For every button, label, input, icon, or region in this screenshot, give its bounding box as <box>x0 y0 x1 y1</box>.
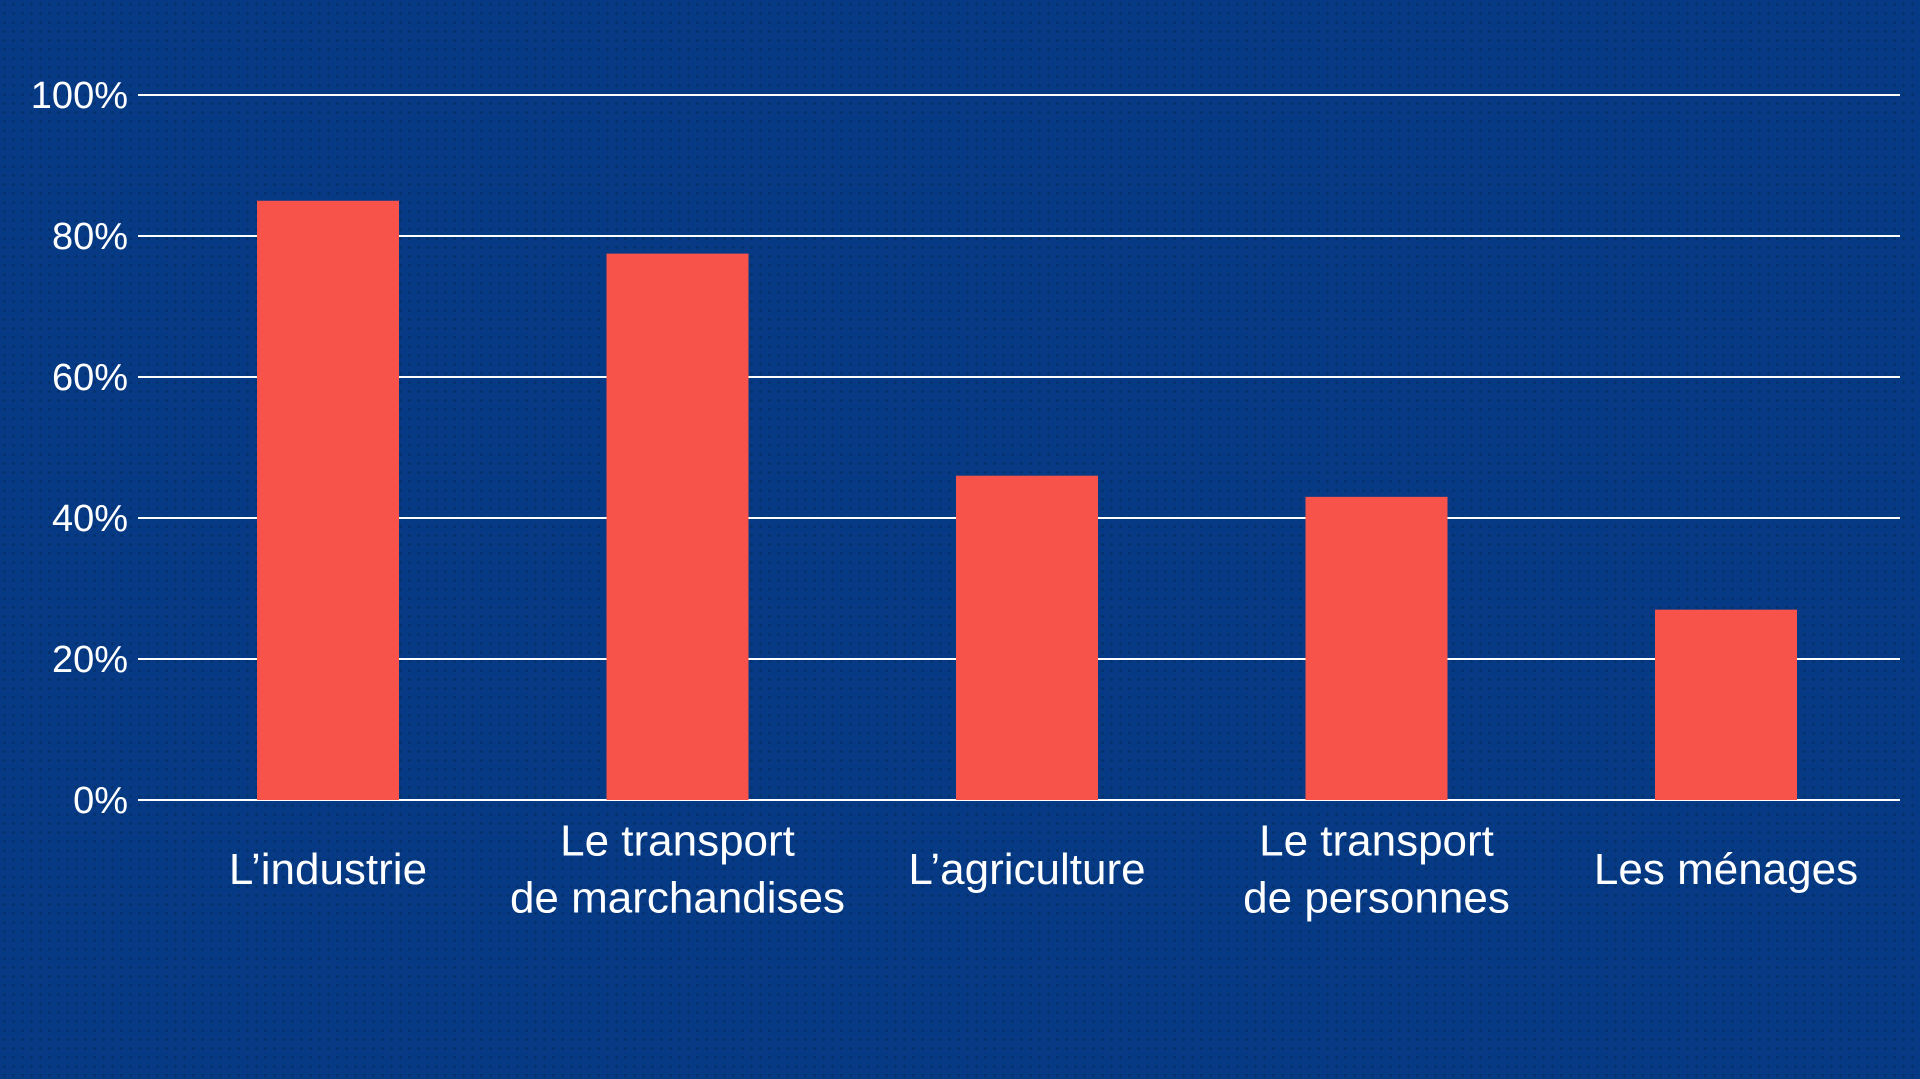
y-tick-label: 80% <box>52 216 128 258</box>
x-category-label-line: Le transport <box>560 817 795 866</box>
bar <box>956 475 1098 800</box>
x-category-label-line: Le transport <box>1259 817 1494 866</box>
bar <box>1305 496 1448 800</box>
y-tick-label: 40% <box>52 498 128 540</box>
x-category-label: Les ménages <box>1594 845 1858 894</box>
y-tick-label: 0% <box>73 780 128 822</box>
x-category-label: Le transport de personnes <box>1243 817 1510 923</box>
bar <box>606 253 749 800</box>
bar <box>257 200 399 800</box>
y-tick-label: 20% <box>52 639 128 681</box>
x-category-label: L’agriculture <box>908 845 1145 894</box>
x-category-label-line: L’industrie <box>229 845 427 894</box>
x-category-label-line: Les ménages <box>1594 845 1858 894</box>
x-category-label-line: de personnes <box>1243 874 1510 923</box>
bar <box>1655 609 1797 800</box>
x-category-label: L’industrie <box>229 845 427 894</box>
x-axis-labels: L’industrie Le transport de marchandises L’… <box>229 817 1858 923</box>
y-axis-ticks: 0% 20% 40% 60% 80% 100% <box>31 75 128 822</box>
x-category-label-line: L’agriculture <box>908 845 1145 894</box>
y-tick-label: 60% <box>52 357 128 399</box>
x-category-label-line: de marchandises <box>510 874 845 923</box>
y-tick-label: 100% <box>31 75 128 117</box>
x-category-label: Le transport de marchandises <box>510 817 845 923</box>
bars <box>257 200 1797 800</box>
